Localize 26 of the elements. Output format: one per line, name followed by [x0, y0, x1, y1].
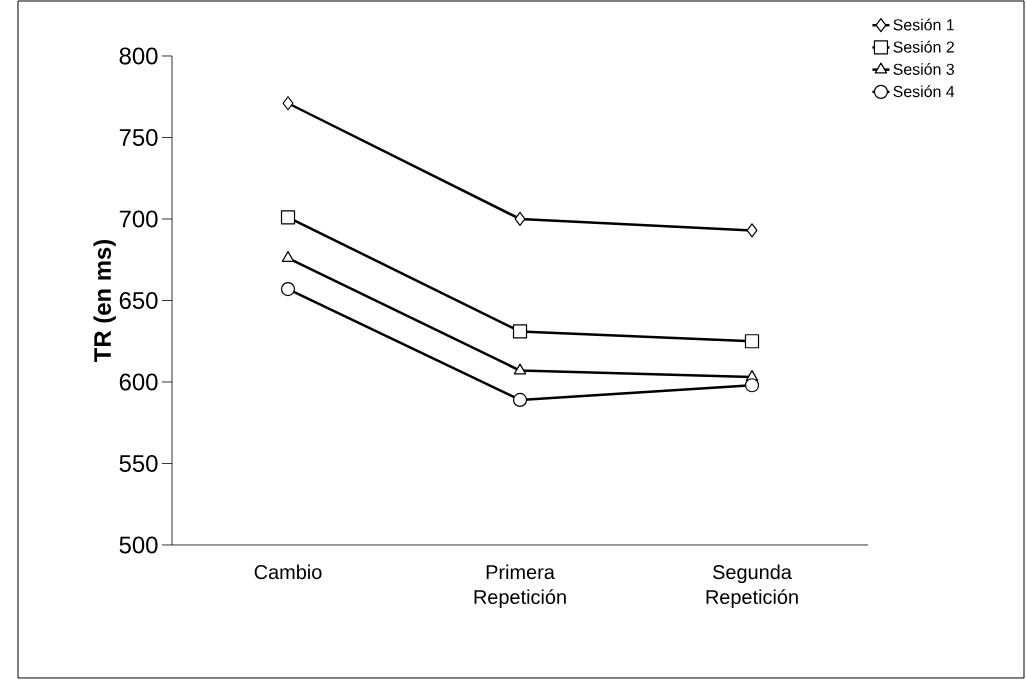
point [514, 211, 526, 227]
legend-label: Sesión 2 [893, 40, 954, 53]
point [512, 324, 528, 339]
x-tick-label: Primera Repetición [474, 564, 566, 608]
x-tick-label: Cambio [254, 564, 322, 580]
legend-label: Sesión 1 [893, 18, 954, 31]
y-tick-label: 700 [119, 210, 158, 228]
point [281, 251, 295, 262]
point [746, 223, 758, 238]
y-tick-label: 550 [119, 455, 158, 472]
point [744, 378, 760, 393]
point [280, 281, 296, 297]
y-tick-label: 750 [119, 129, 158, 146]
x-tick-label: Segunda Repetición [706, 564, 798, 608]
point [512, 392, 528, 408]
y-tick-label: 650 [119, 292, 158, 309]
legend-label: Sesión 4 [893, 85, 955, 98]
legend-label: Sesión 3 [893, 63, 954, 75]
y-tick-label: 800 [119, 47, 158, 65]
point [744, 334, 760, 349]
y-axis-title: TR (en ms) [93, 239, 116, 362]
y-tick-label: 500 [119, 536, 158, 554]
y-tick-label: 600 [119, 373, 158, 391]
point [280, 210, 296, 225]
point [282, 96, 294, 111]
point [513, 363, 527, 375]
